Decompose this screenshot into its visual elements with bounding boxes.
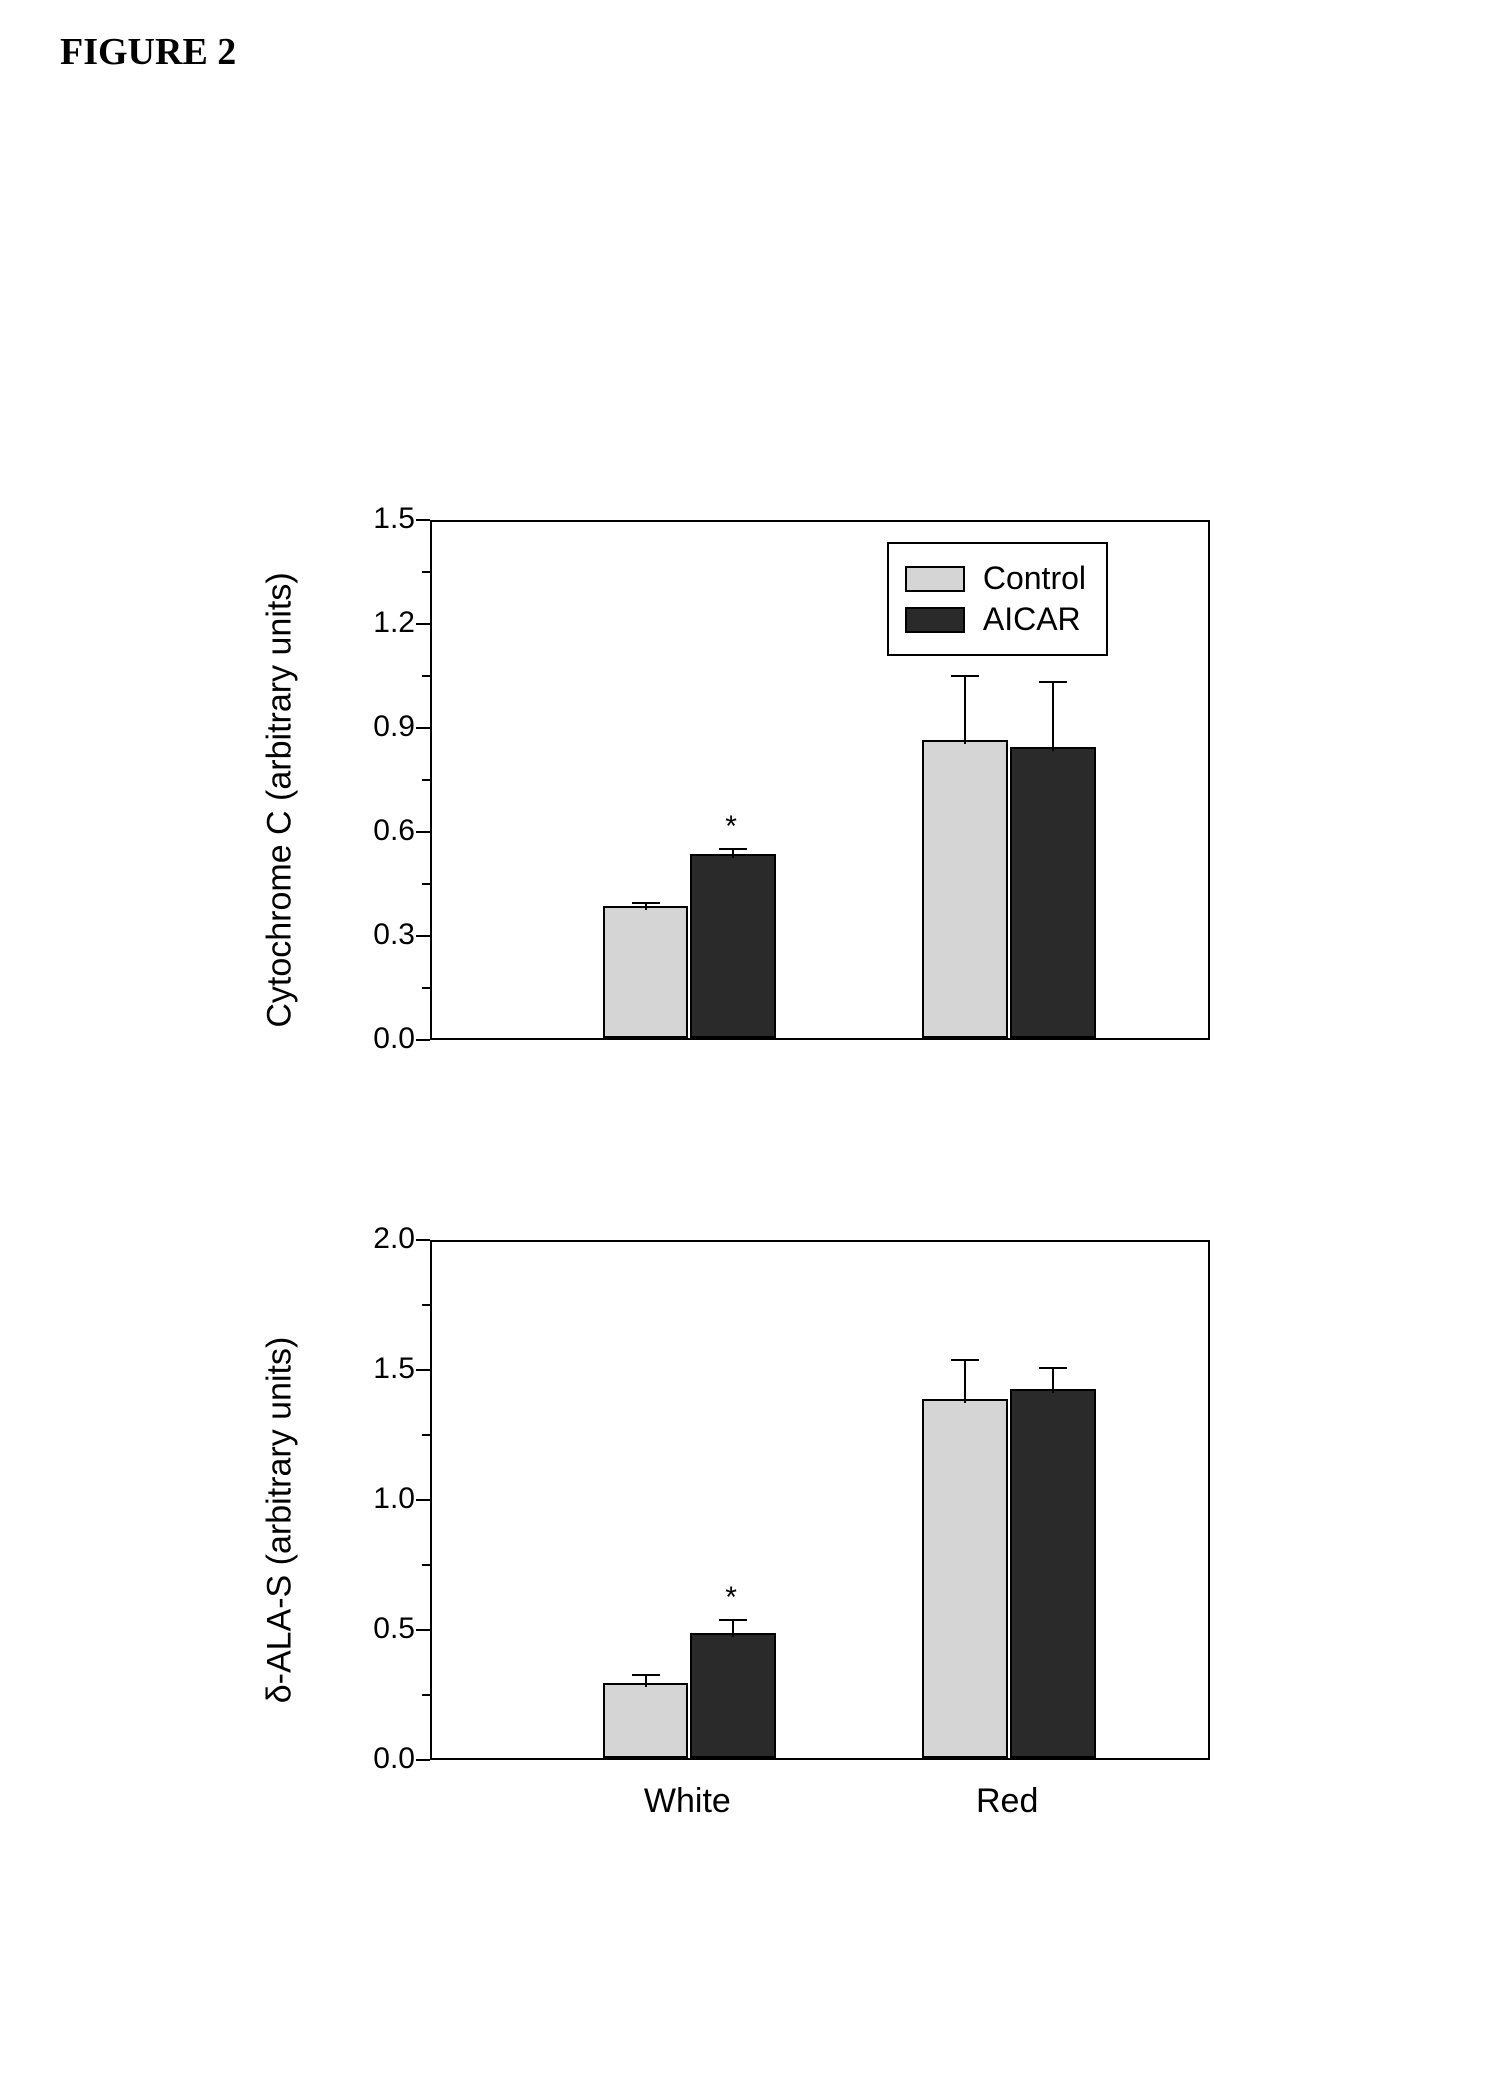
legend: Control AICAR (887, 542, 1108, 656)
ytick-minor-mark (422, 779, 430, 781)
ytick-minor-mark (422, 1434, 430, 1436)
ytick-minor-mark (422, 987, 430, 989)
legend-row-aicar: AICAR (905, 601, 1086, 638)
bar-control-red (922, 740, 1008, 1038)
ytick-mark (416, 1629, 430, 1631)
significance-star: * (725, 812, 737, 842)
page: FIGURE 2 Cytochrome C (arbitrary units) … (0, 0, 1511, 2093)
ytick-minor-mark (422, 1304, 430, 1306)
plot-area-chart2: * (430, 1240, 1210, 1760)
error-cap (632, 1674, 660, 1676)
ytick-label: 1.5 (335, 502, 415, 574)
ylabel-chart2: δ-ALA-S (arbitrary units) (261, 1337, 300, 1704)
ytick-minor-mark (422, 571, 430, 573)
bar-control-red (922, 1399, 1008, 1758)
ytick-label: 0.0 (335, 1022, 415, 1094)
significance-star: * (725, 1583, 737, 1613)
ytick-minor-mark (422, 1694, 430, 1696)
ytick-minor-mark (422, 883, 430, 885)
chart-delta-ala-s: δ-ALA-S (arbitrary units) 0.00.51.01.52.… (310, 1240, 1210, 1800)
error-cap (719, 848, 747, 850)
figure-title: FIGURE 2 (60, 30, 236, 74)
ytick-label: 1.5 (335, 1352, 415, 1424)
ytick-minor-mark (422, 1564, 430, 1566)
error-cap (719, 1619, 747, 1621)
ytick-mark (416, 727, 430, 729)
chart-cytochrome-c: Cytochrome C (arbitrary units) 0.00.30.6… (310, 520, 1210, 1080)
ytick-mark (416, 1759, 430, 1761)
plot-area-chart1: Control AICAR * (430, 520, 1210, 1040)
error-bar (964, 675, 966, 744)
xgroup-label-white: White (644, 1782, 731, 1821)
error-bar (1052, 1367, 1054, 1393)
bar-control-white (603, 906, 689, 1038)
ytick-mark (416, 1499, 430, 1501)
bar-aicar-white (690, 854, 776, 1038)
ytick-mark (416, 935, 430, 937)
error-bar (1052, 681, 1054, 750)
bar-aicar-red (1010, 747, 1096, 1038)
ytick-mark (416, 1369, 430, 1371)
ytick-label: 0.0 (335, 1742, 415, 1814)
xgroup-label-red: Red (976, 1782, 1038, 1821)
ytick-label: 1.0 (335, 1482, 415, 1554)
ylabel-chart1: Cytochrome C (arbitrary units) (261, 572, 300, 1027)
error-cap (1039, 1367, 1067, 1369)
legend-swatch-control (905, 566, 965, 592)
error-cap (951, 675, 979, 677)
ytick-mark (416, 519, 430, 521)
error-bar (732, 1619, 734, 1637)
legend-label-control: Control (983, 560, 1086, 597)
error-cap (632, 902, 660, 904)
bar-control-white (603, 1683, 689, 1758)
ytick-label: 1.2 (335, 606, 415, 678)
legend-row-control: Control (905, 560, 1086, 597)
ytick-label: 0.5 (335, 1612, 415, 1684)
legend-label-aicar: AICAR (983, 601, 1081, 638)
bar-aicar-red (1010, 1389, 1096, 1758)
ytick-mark (416, 1039, 430, 1041)
ytick-label: 0.6 (335, 814, 415, 886)
ytick-mark (416, 1239, 430, 1241)
ytick-minor-mark (422, 675, 430, 677)
ytick-label: 0.9 (335, 710, 415, 782)
ytick-mark (416, 831, 430, 833)
error-cap (951, 1359, 979, 1361)
bar-aicar-white (690, 1633, 776, 1758)
ytick-label: 0.3 (335, 918, 415, 990)
error-bar (964, 1359, 966, 1403)
ytick-mark (416, 623, 430, 625)
error-cap (1039, 681, 1067, 683)
legend-swatch-aicar (905, 607, 965, 633)
ytick-label: 2.0 (335, 1222, 415, 1294)
